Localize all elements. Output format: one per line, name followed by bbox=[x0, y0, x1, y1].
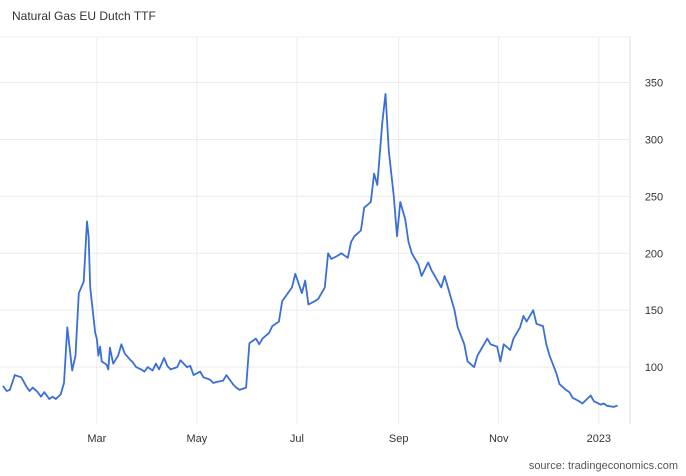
y-tick-label: 150 bbox=[645, 305, 663, 317]
y-tick-label: 300 bbox=[645, 134, 663, 146]
x-axis: Mar May Jul Sep Nov 2023 bbox=[87, 433, 611, 445]
grid bbox=[0, 36, 631, 424]
y-tick-label: 200 bbox=[645, 248, 663, 260]
series-line bbox=[2, 93, 618, 408]
y-tick-label: 350 bbox=[645, 78, 663, 90]
x-tick-label: Mar bbox=[87, 433, 106, 445]
source-credit: source: tradingeconomics.com bbox=[528, 460, 678, 472]
y-tick-label: 250 bbox=[645, 191, 663, 203]
x-tick-label: Jul bbox=[290, 433, 304, 445]
x-tick-label: 2023 bbox=[587, 433, 611, 445]
y-axis: 100 150 200 250 300 350 bbox=[645, 78, 663, 375]
x-tick-label: Nov bbox=[489, 433, 509, 445]
x-tick-label: May bbox=[186, 433, 207, 445]
x-tick-label: Sep bbox=[389, 433, 409, 445]
y-tick-label: 100 bbox=[645, 362, 663, 374]
chart-title: Natural Gas EU Dutch TTF bbox=[12, 9, 156, 23]
